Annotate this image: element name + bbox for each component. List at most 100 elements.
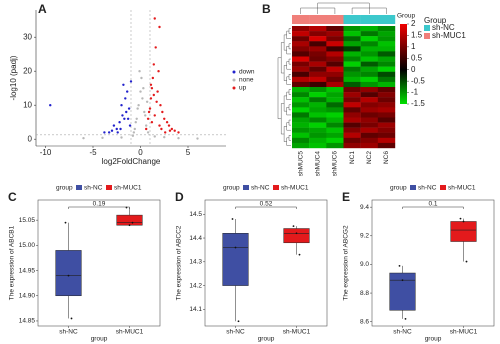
legend-swatch: [243, 185, 249, 190]
legend-swatch: [410, 185, 416, 190]
legend-swatch: [440, 185, 446, 190]
colorbar-label: 2: [411, 19, 416, 28]
heatmap-cell: [360, 41, 379, 47]
box: [450, 221, 477, 242]
x-tick-label: sh-MUC1: [450, 329, 478, 336]
point: [120, 136, 123, 139]
legend-swatch: [106, 185, 112, 190]
heatmap-cell: [360, 51, 379, 57]
colorbar-label: -1: [411, 88, 419, 97]
heatmap-cell: [360, 26, 379, 32]
heatmap-cell: [360, 31, 379, 37]
plot-frame: [37, 199, 161, 327]
column-label: NC6: [383, 151, 390, 164]
heatmap-cell: [343, 31, 361, 37]
dendrogram: [283, 34, 287, 51]
y-axis-label: The expression of ABCC2: [176, 225, 183, 300]
heatmap-cell: [326, 102, 344, 108]
heatmap-cell: [343, 122, 361, 128]
point: [459, 217, 462, 220]
heatmap-cell: [343, 61, 361, 67]
heatmap-cell: [360, 132, 379, 139]
heatmap-cell: [326, 127, 344, 133]
heatmap-cell: [309, 71, 327, 78]
heatmap-cell: [377, 46, 396, 52]
y-axis-label: The expression of ABCB1: [9, 225, 16, 300]
p-value: 0.52: [260, 201, 273, 208]
point: [196, 137, 199, 140]
heatmap-cell: [309, 127, 327, 133]
point: [237, 320, 240, 323]
legend-title: Group: [424, 16, 447, 25]
y-tick-label: 0: [28, 134, 33, 143]
heatmap-cell: [292, 107, 310, 113]
heatmap-cell: [326, 71, 344, 78]
x-axis-label: log2FoldChange: [102, 157, 161, 166]
colorbar-label: 0.5: [411, 53, 423, 62]
group-cell: [292, 15, 310, 24]
point: [128, 124, 132, 127]
heatmap-cell: [360, 127, 379, 133]
box: [283, 228, 310, 244]
point: [110, 129, 114, 132]
x-tick-label: -10: [40, 148, 52, 157]
heatmap-cell: [326, 41, 344, 47]
heatmap-cell: [292, 142, 310, 149]
heatmap-cell: [326, 46, 344, 52]
point: [141, 97, 144, 100]
heatmap-cell: [343, 127, 361, 133]
legend-label: none: [239, 77, 254, 84]
point: [49, 104, 52, 107]
heatmap-cell: [309, 102, 327, 108]
heatmap-cell: [292, 41, 310, 47]
point: [137, 104, 140, 107]
x-tick-label: sh-MUC1: [116, 329, 144, 336]
point: [145, 100, 149, 104]
y-tick-label: 10: [23, 100, 32, 109]
heatmap-cell: [343, 97, 361, 103]
panel-label: B: [262, 2, 271, 16]
legend-label: sh-MUC1: [432, 31, 466, 40]
heatmap-cell: [343, 112, 361, 118]
dendrogram: [277, 57, 282, 119]
heatmap-cell: [360, 36, 379, 42]
heatmap-cell: [292, 132, 310, 139]
legend-marker: [232, 78, 236, 82]
heatmap-cell: [309, 56, 327, 62]
panel-label: A: [38, 2, 47, 16]
panel-label: E: [342, 190, 350, 204]
heatmap-cell: [292, 87, 310, 93]
point: [131, 134, 135, 137]
group-row-label: Group: [397, 13, 415, 20]
point: [112, 124, 116, 127]
heatmap-cell: [360, 117, 379, 123]
heatmap-cell: [326, 122, 344, 128]
point: [149, 83, 153, 87]
group-cell: [377, 15, 396, 24]
x-tick-label: 0: [138, 148, 143, 157]
heatmap-cell: [326, 112, 344, 118]
point: [125, 110, 128, 114]
heatmap-cell: [326, 31, 344, 37]
point: [153, 114, 156, 117]
dendrogram: [317, 2, 370, 14]
heatmap-cell: [343, 107, 361, 113]
x-axis-label: group: [258, 336, 275, 343]
point: [132, 131, 136, 134]
point: [153, 135, 156, 138]
heatmap-cell: [377, 41, 396, 47]
heatmap-cell: [343, 46, 361, 52]
heatmap-cell: [326, 76, 344, 83]
heatmap-cell: [292, 36, 310, 42]
dendrogram: [283, 95, 287, 112]
significance-bracket: [402, 206, 464, 209]
dendrogram: [288, 43, 291, 50]
heatmap-cell: [309, 46, 327, 52]
y-tick-label: 14.1: [189, 306, 202, 313]
heatmap-cell: [326, 142, 344, 149]
panel-label: C: [8, 190, 17, 204]
p-value: 0.19: [93, 201, 106, 208]
legend-label: sh-NC: [432, 23, 455, 32]
point: [134, 121, 137, 124]
heatmap-cell: [343, 137, 361, 144]
